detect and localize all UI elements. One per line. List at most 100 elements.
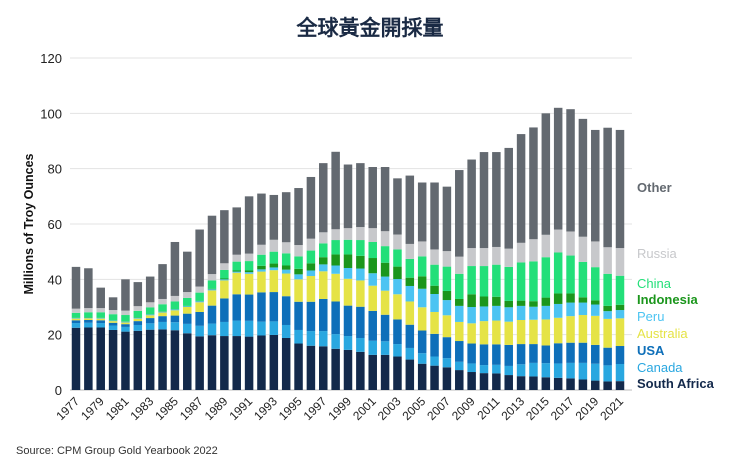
- bar-segment-indonesia: [591, 300, 600, 305]
- bar-segment-indonesia: [430, 285, 439, 294]
- bar-2000: [356, 163, 365, 390]
- bar-segment-usa: [492, 344, 501, 365]
- bar-segment-canada: [516, 364, 526, 377]
- bar-segment-usa: [591, 344, 600, 364]
- bar-segment-other: [516, 134, 526, 243]
- bar-2015: [541, 113, 551, 390]
- x-tick-label: 1999: [325, 394, 354, 423]
- bar-segment-russia: [393, 234, 402, 250]
- bar-segment-russia: [356, 227, 365, 241]
- bar-segment-usa: [108, 322, 118, 326]
- bar-segment-russia: [529, 239, 538, 262]
- bar-segment-russia: [220, 263, 229, 270]
- bar-segment-peru: [331, 265, 340, 274]
- bar-segment-australia: [442, 315, 452, 338]
- bar-segment-south-africa: [603, 381, 612, 390]
- bar-segment-indonesia: [516, 300, 526, 306]
- bar-segment-indonesia: [232, 270, 241, 272]
- bar-segment-peru: [516, 305, 526, 321]
- bar-segment-china: [603, 273, 612, 306]
- bar-segment-peru: [108, 320, 118, 322]
- bar-segment-indonesia: [281, 265, 291, 270]
- bar-segment-canada: [368, 340, 377, 355]
- bar-segment-china: [145, 307, 155, 315]
- bar-segment-china: [566, 255, 575, 294]
- bar-segment-australia: [331, 273, 340, 302]
- bar-segment-south-africa: [430, 365, 439, 390]
- bar-segment-russia: [380, 231, 390, 247]
- bar-segment-indonesia: [504, 300, 513, 308]
- bar-segment-canada: [257, 321, 266, 336]
- bar-segment-indonesia: [343, 254, 353, 268]
- bar-segment-south-africa: [467, 372, 476, 390]
- bar-1997: [319, 163, 328, 390]
- bar-segment-south-africa: [207, 335, 217, 390]
- bar-segment-other: [133, 282, 143, 307]
- x-tick-label: 2011: [474, 394, 502, 422]
- bar-segment-canada: [455, 361, 464, 371]
- bar-segment-china: [516, 262, 526, 301]
- bar-segment-china: [578, 261, 588, 298]
- bar-1979: [96, 287, 105, 390]
- bar-segment-south-africa: [591, 380, 600, 390]
- bar-segment-russia: [553, 229, 563, 253]
- bar-segment-russia: [319, 232, 328, 244]
- bar-segment-china: [306, 250, 316, 264]
- bar-segment-australia: [232, 272, 241, 295]
- bar-segment-usa: [306, 301, 316, 332]
- bar-segment-china: [529, 261, 538, 302]
- bar-segment-other: [331, 151, 340, 230]
- bar-segment-russia: [96, 308, 105, 313]
- bar-segment-peru: [71, 318, 81, 319]
- bar-segment-other: [170, 241, 180, 296]
- bar-segment-russia: [479, 248, 489, 267]
- bar-segment-australia: [430, 311, 439, 334]
- bar-segment-canada: [615, 363, 625, 382]
- legend-item-other: Other: [637, 180, 672, 195]
- bar-segment-australia: [257, 271, 266, 293]
- bar-segment-peru: [195, 301, 204, 303]
- bar-segment-indonesia: [442, 290, 452, 301]
- bar-segment-china: [207, 280, 217, 289]
- bar-segment-peru: [405, 285, 415, 302]
- bar-segment-australia: [319, 271, 328, 299]
- bar-segment-russia: [158, 298, 167, 305]
- bar-1995: [294, 188, 303, 390]
- bar-segment-peru: [145, 314, 155, 316]
- bar-segment-usa: [368, 310, 377, 341]
- bar-segment-china: [591, 267, 600, 301]
- bar-segment-china: [220, 269, 229, 279]
- bar-segment-other: [417, 182, 427, 242]
- bar-segment-indonesia: [356, 255, 365, 269]
- bar-segment-peru: [207, 289, 217, 291]
- bar-segment-south-africa: [405, 359, 415, 390]
- bar-segment-other: [96, 287, 105, 309]
- bar-segment-peru: [380, 276, 390, 291]
- x-axis-ticks: 1977197919811983198519871989199119931995…: [53, 394, 626, 423]
- bar-segment-peru: [603, 311, 612, 319]
- bar-segment-australia: [504, 321, 513, 345]
- bar-segment-indonesia: [603, 305, 612, 312]
- bar-segment-south-africa: [96, 327, 105, 390]
- bar-segment-usa: [615, 346, 625, 364]
- bar-segment-other: [541, 113, 551, 235]
- x-tick-label: 1993: [251, 394, 280, 423]
- bar-segment-indonesia: [393, 266, 402, 280]
- bar-segment-peru: [553, 303, 563, 318]
- bar-segment-russia: [405, 243, 415, 259]
- bar-segment-indonesia: [331, 254, 340, 266]
- bar-segment-other: [257, 193, 266, 245]
- legend-item-south-africa: South Africa: [637, 376, 715, 391]
- bar-segment-china: [281, 253, 291, 266]
- bar-segment-other: [529, 127, 538, 240]
- bar-2021: [615, 129, 625, 390]
- bar-segment-usa: [319, 298, 328, 332]
- bar-segment-other: [343, 164, 353, 229]
- bar-2003: [393, 178, 402, 390]
- bar-segment-south-africa: [380, 354, 390, 390]
- bar-segment-canada: [578, 362, 588, 380]
- bar-segment-china: [71, 312, 81, 318]
- bar-segment-other: [430, 182, 439, 250]
- bar-segment-australia: [356, 280, 365, 307]
- bar-segment-other: [244, 196, 254, 254]
